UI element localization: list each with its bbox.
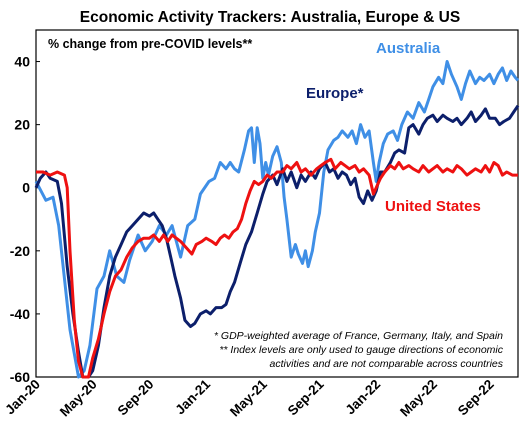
plot-frame <box>35 29 519 378</box>
y-tick-label: 0 <box>22 180 30 196</box>
x-tick-label: Jan-21 <box>172 376 213 417</box>
y-tick-label: 20 <box>14 117 30 133</box>
chart-subtitle: % change from pre-COVID levels** <box>48 37 252 51</box>
y-tick-label: 40 <box>14 54 30 70</box>
footnote-europe: * GDP-weighted average of France, German… <box>214 330 503 342</box>
x-tick-label: May-22 <box>397 377 440 420</box>
series-line-europe <box>34 104 520 379</box>
series-layer <box>34 60 520 379</box>
series-label-europe: Europe* <box>306 85 364 102</box>
series-line-australia <box>34 60 520 379</box>
series-label-australia: Australia <box>376 40 441 57</box>
y-tick-label: -60 <box>10 369 30 385</box>
x-axis: Jan-20 May-20 Sep-20 Jan-21 May-21 Sep-21 Jan-… <box>2 376 497 419</box>
x-tick-label: May-20 <box>57 377 100 420</box>
series-line-united-states <box>36 157 518 379</box>
footnote-index-levels-cont: activities and are not comparable across… <box>270 358 504 370</box>
y-tick-label: -40 <box>10 306 30 322</box>
y-tick-label: -20 <box>10 243 30 259</box>
x-tick-label: Sep-21 <box>285 376 327 418</box>
x-tick-label: Sep-22 <box>455 377 497 419</box>
y-axis: 40 20 0 -20 -40 -60 <box>10 54 40 385</box>
chart-title: Economic Activity Trackers: Australia, E… <box>80 9 460 26</box>
x-tick-label: May-21 <box>227 376 270 419</box>
series-label-united-states: United States <box>385 198 481 215</box>
x-tick-label: Sep-20 <box>115 377 157 419</box>
x-tick-label: Jan-22 <box>342 377 383 418</box>
footnote-index-levels: ** Index levels are only used to gauge d… <box>219 344 503 356</box>
